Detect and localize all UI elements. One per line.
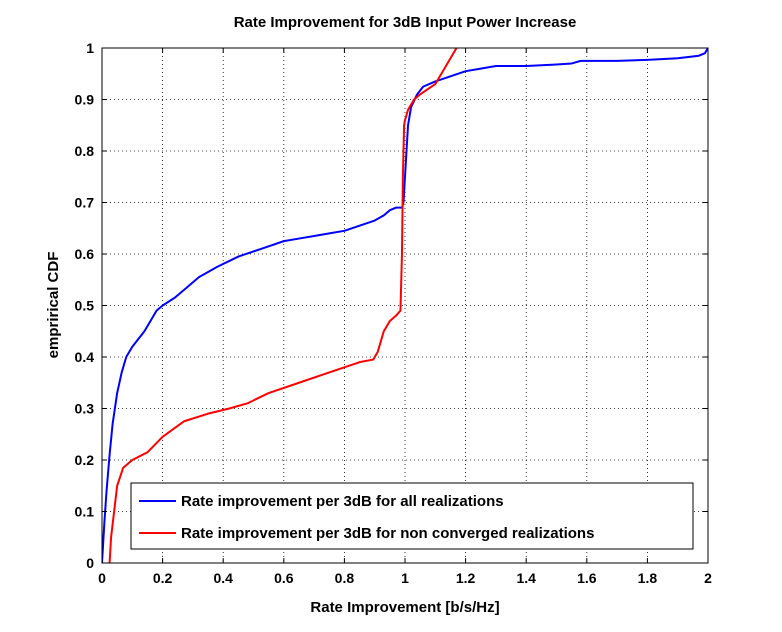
tick-marks	[101, 47, 709, 564]
legend-label-all: Rate improvement per 3dB for all realiza…	[181, 493, 504, 510]
y-tick-label: 0	[86, 555, 94, 571]
x-tick-label: 1	[401, 570, 409, 586]
x-tick-label: 1.4	[516, 570, 536, 586]
y-tick-label: 0.4	[75, 349, 95, 365]
x-tick-label: 0.2	[153, 570, 173, 586]
y-tick-label: 0.2	[75, 452, 95, 468]
series-line-all-realizations	[102, 48, 708, 563]
y-tick-label: 0.8	[75, 143, 95, 159]
chart-title: Rate Improvement for 3dB Input Power Inc…	[234, 14, 577, 31]
x-tick-label: 0.6	[274, 570, 294, 586]
x-tick-label: 1.6	[577, 570, 597, 586]
series-line-non-converged	[108, 48, 458, 563]
legend-box	[130, 482, 694, 550]
legend: Rate improvement per 3dB for all realiza…	[130, 482, 694, 550]
x-tick-label: 0.4	[213, 570, 233, 586]
x-tick-label: 1.8	[638, 570, 658, 586]
x-axis-label: Rate Improvement [b/s/Hz]	[310, 599, 499, 616]
y-tick-label: 0.7	[75, 195, 95, 211]
x-tick-label: 0.8	[335, 570, 355, 586]
y-tick-label: 0.6	[75, 246, 95, 262]
y-tick-label: 0.1	[75, 504, 95, 520]
y-tick-label: 0.9	[75, 92, 95, 108]
x-tick-label: 2	[704, 570, 712, 586]
series-layer	[102, 48, 708, 563]
tick-labels: 0 0.2 0.4 0.6 0.8 1 1.2 1.4 1.6 1.8 2 0 0.1 0.2 0.3 0.4…	[75, 40, 713, 586]
y-axis-label: emprirical CDF	[45, 252, 62, 359]
y-tick-label: 1	[86, 40, 94, 56]
y-tick-label: 0.5	[75, 298, 95, 314]
x-tick-label: 1.2	[456, 570, 476, 586]
legend-label-non-converged: Rate improvement per 3dB for non converg…	[181, 525, 594, 542]
y-tick-label: 0.3	[75, 401, 95, 417]
x-tick-label: 0	[98, 570, 106, 586]
